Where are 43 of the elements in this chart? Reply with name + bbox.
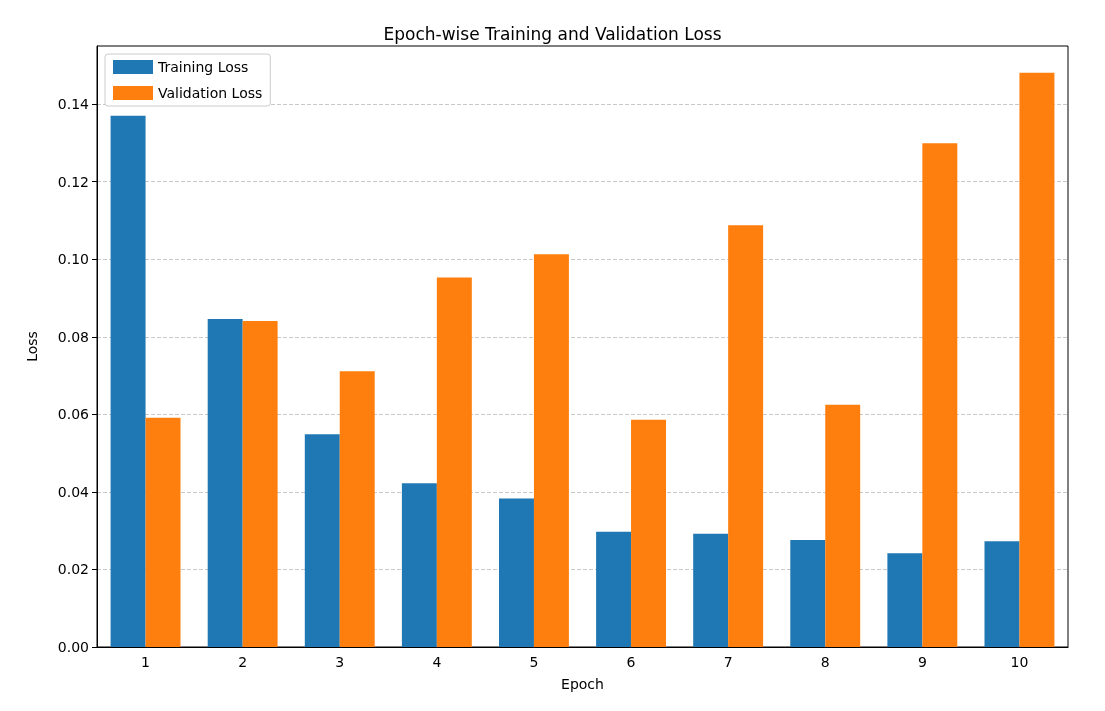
chart-title: Epoch-wise Training and Validation Loss	[383, 23, 722, 44]
bar	[1019, 72, 1055, 647]
x-tick-label: 8	[820, 654, 830, 670]
x-tick-label: 3	[335, 654, 345, 670]
bar	[887, 553, 923, 647]
y-tick-label: 0.02	[57, 561, 89, 578]
bar	[596, 531, 632, 647]
x-tick-label: 9	[917, 654, 927, 670]
y-tick-label: 0.10	[57, 251, 89, 268]
bar	[790, 539, 826, 647]
x-tick-label: 4	[432, 654, 442, 670]
y-tick-label: 0.00	[57, 639, 89, 655]
x-tick-label: 7	[723, 654, 733, 670]
legend-label: Training Loss	[157, 59, 249, 75]
bar	[631, 419, 667, 647]
x-tick-label: 10	[1010, 654, 1029, 670]
bar	[693, 533, 729, 647]
bar	[922, 143, 958, 647]
y-tick-label: 0.14	[57, 96, 90, 113]
bar	[498, 498, 534, 647]
y-axis-title: Loss	[24, 331, 40, 362]
x-tick-label: 6	[626, 654, 636, 670]
x-tick-label: 2	[238, 654, 248, 670]
bar	[145, 417, 181, 647]
bar	[533, 254, 569, 647]
y-tick-label: 0.04	[57, 483, 90, 500]
bar	[728, 225, 764, 647]
bar	[207, 318, 243, 647]
bar	[984, 541, 1020, 647]
bar	[401, 483, 437, 647]
x-axis-title: Epoch	[561, 676, 604, 692]
legend-label: Validation Loss	[158, 85, 263, 101]
x-tick-label: 5	[529, 654, 539, 670]
bar	[304, 434, 340, 647]
x-tick-label: 1	[141, 654, 151, 670]
bar	[110, 115, 146, 647]
y-tick-label: 0.12	[57, 173, 89, 190]
y-tick-label: 0.06	[57, 406, 90, 423]
bar	[436, 277, 472, 647]
y-tick-label: 0.08	[57, 328, 89, 345]
bar	[242, 320, 278, 647]
bar	[825, 404, 861, 647]
bar	[339, 371, 375, 647]
